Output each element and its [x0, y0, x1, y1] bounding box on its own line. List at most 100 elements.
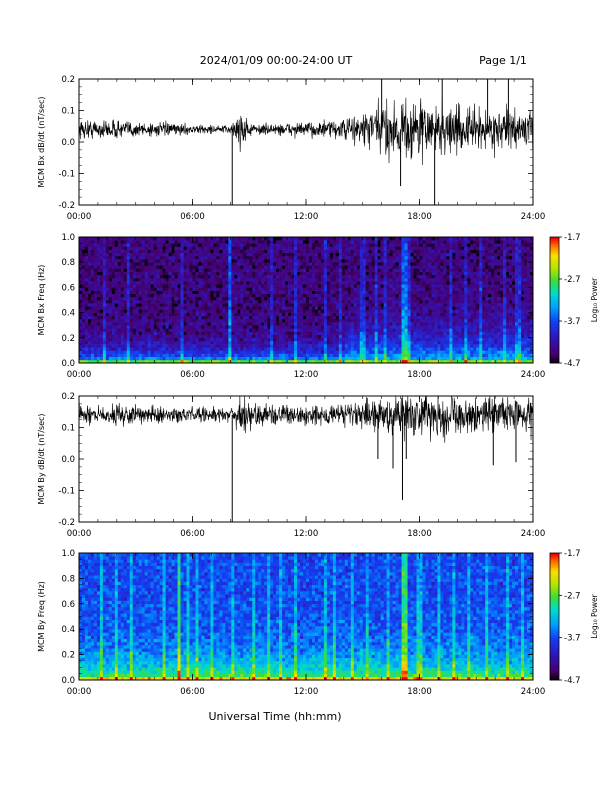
spectrogram-cell [109, 281, 112, 284]
spectrogram-cell [431, 269, 434, 272]
spectrogram-cell [106, 354, 109, 357]
spectrogram-cell [97, 347, 100, 350]
spectrogram-cell [360, 325, 363, 328]
spectrogram-cell [420, 357, 423, 360]
spectrogram-cell [82, 303, 85, 306]
spectrogram-cell [106, 300, 109, 303]
spectrogram-cell [378, 335, 381, 338]
spectrogram-cell [88, 332, 91, 335]
spectrogram-cell [240, 350, 243, 353]
spectrogram-cell [369, 256, 372, 259]
spectrogram-cell [237, 250, 240, 253]
spectrogram-cell [297, 246, 300, 249]
spectrogram-cell [201, 250, 204, 253]
spectrogram-cell [378, 243, 381, 246]
spectrogram-cell [228, 262, 231, 265]
spectrogram-cell [327, 335, 330, 338]
spectrogram-cell [333, 328, 336, 331]
spectrogram-cell [91, 291, 94, 294]
spectrogram-cell [169, 303, 172, 306]
spectrogram-cell [133, 322, 136, 325]
spectrogram-cell [336, 354, 339, 357]
spectrogram-cell [225, 246, 228, 249]
spectrogram-cell [315, 259, 318, 262]
spectrogram-cell [422, 281, 425, 284]
spectrogram-cell [414, 354, 417, 357]
spectrogram-cell [91, 300, 94, 303]
spectrogram-cell [420, 287, 423, 290]
spectrogram-cell [219, 237, 222, 240]
spectrogram-cell [354, 319, 357, 322]
spectrogram-cell [273, 278, 276, 281]
spectrogram-cell [103, 332, 106, 335]
spectrogram-cell [91, 341, 94, 344]
spectrogram-cell [178, 344, 181, 347]
spectrogram-cell [342, 306, 345, 309]
spectrogram-cell [246, 284, 249, 287]
spectrogram-cell [384, 243, 387, 246]
spectrogram-cell [351, 294, 354, 297]
spectrogram-cell [160, 287, 163, 290]
spectrogram-cell [94, 322, 97, 325]
spectrogram-cell [369, 325, 372, 328]
spectrogram-cell [342, 278, 345, 281]
spectrogram-cell [375, 303, 378, 306]
spectrogram-cell [204, 325, 207, 328]
spectrogram-cell [172, 265, 175, 268]
spectrogram-cell [240, 281, 243, 284]
spectrogram-cell [327, 275, 330, 278]
spectrogram-cell [288, 284, 291, 287]
spectrogram-cell [91, 350, 94, 353]
spectrogram-cell [127, 291, 130, 294]
spectrogram-cell [121, 332, 124, 335]
spectrogram-cell [216, 350, 219, 353]
spectrogram-cell [124, 350, 127, 353]
spectrogram-cell [414, 275, 417, 278]
spectrogram-cell [136, 246, 139, 249]
spectrogram-cell [387, 275, 390, 278]
spectrogram-cell [151, 275, 154, 278]
spectrogram-cell [85, 306, 88, 309]
spectrogram-cell [267, 313, 270, 316]
spectrogram-cell [100, 259, 103, 262]
spectrogram-cell [402, 303, 405, 306]
spectrogram-cell [309, 354, 312, 357]
spectrogram-cell [300, 269, 303, 272]
spectrogram-cell [309, 322, 312, 325]
spectrogram-cell [184, 250, 187, 253]
spectrogram-cell [440, 284, 443, 287]
spectrogram-cell [88, 240, 91, 243]
spectrogram-cell [414, 269, 417, 272]
spectrogram-cell [434, 357, 437, 360]
spectrogram-cell [387, 246, 390, 249]
spectrogram-cell [381, 256, 384, 259]
spectrogram-cell [354, 350, 357, 353]
spectrogram-cell [405, 291, 408, 294]
spectrogram-cell [201, 256, 204, 259]
spectrogram-cell [273, 265, 276, 268]
spectrogram-cell [348, 335, 351, 338]
spectrogram-cell [252, 281, 255, 284]
spectrogram-cell [142, 322, 145, 325]
spectrogram-cell [94, 259, 97, 262]
spectrogram-cell [231, 250, 234, 253]
spectrogram-cell [100, 284, 103, 287]
spectrogram-cell [222, 300, 225, 303]
spectrogram-cell [166, 306, 169, 309]
spectrogram-cell [294, 291, 297, 294]
spectrogram-cell [378, 350, 381, 353]
spectrogram-cell [285, 259, 288, 262]
spectrogram-cell [309, 275, 312, 278]
spectrogram-cell [157, 269, 160, 272]
spectrogram-cell [282, 237, 285, 240]
spectrogram-cell [309, 272, 312, 275]
spectrogram-cell [252, 344, 255, 347]
spectrogram-cell [100, 325, 103, 328]
spectrogram-cell [252, 335, 255, 338]
spectrogram-cell [178, 243, 181, 246]
spectrogram-cell [216, 306, 219, 309]
spectrogram-cell [318, 354, 321, 357]
spectrogram-cell [201, 338, 204, 341]
spectrogram-cell [360, 338, 363, 341]
spectrogram-cell [154, 256, 157, 259]
